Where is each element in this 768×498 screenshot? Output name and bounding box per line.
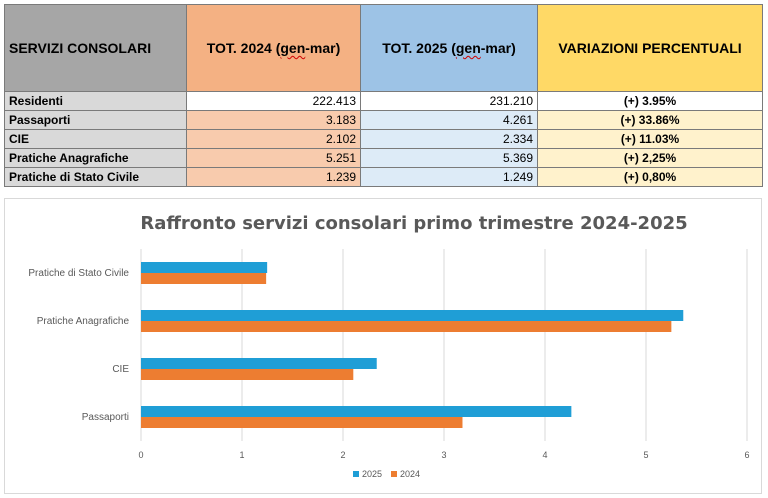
- header-tot-2025: TOT. 2025 (gen-mar): [360, 4, 538, 92]
- total-2025-cell: 1.249: [360, 167, 538, 187]
- bar-2024: [141, 321, 672, 332]
- category-label: Pratiche Anagrafiche: [37, 316, 130, 327]
- legend-swatch-2024: [391, 471, 397, 477]
- total-2024-cell: 5.251: [186, 148, 361, 168]
- service-name-cell: Residenti: [4, 91, 187, 111]
- header-servizi: SERVIZI CONSOLARI: [4, 4, 187, 92]
- service-name-cell: CIE: [4, 129, 187, 149]
- legend-label: 2025: [362, 469, 382, 479]
- category-label: Pratiche di Stato Civile: [28, 268, 129, 279]
- variation-cell: (+) 3.95%: [537, 91, 763, 111]
- header-tot-2024: TOT. 2024 (gen-mar): [186, 4, 361, 92]
- bar-2025: [141, 310, 684, 321]
- total-2024-cell: 3.183: [186, 110, 361, 130]
- total-2025-cell: 4.261: [360, 110, 538, 130]
- table-row: Pratiche Anagrafiche 5.251 5.369 (+) 2,25%: [4, 148, 763, 168]
- variation-cell: (+) 2,25%: [537, 148, 763, 168]
- table-row: Residenti 222.413 231.210 (+) 3.95%: [4, 91, 763, 111]
- header-variazioni: VARIAZIONI PERCENTUALI: [537, 4, 763, 92]
- legend-label: 2024: [400, 469, 420, 479]
- total-2024-cell: 1.239: [186, 167, 361, 187]
- bar-chart: Raffronto servizi consolari primo trimes…: [28, 213, 749, 479]
- table-row: Pratiche di Stato Civile 1.239 1.249 (+) 0,…: [4, 167, 763, 187]
- bar-2024: [141, 273, 267, 284]
- bar-2024: [141, 417, 463, 428]
- x-tick-label: 2: [340, 450, 345, 460]
- table-header-row: SERVIZI CONSOLARI TOT. 2024 (gen-mar) TO…: [4, 4, 763, 92]
- total-2024-cell: 2.102: [186, 129, 361, 149]
- bar-2025: [141, 358, 377, 369]
- chart-area: Raffronto servizi consolari primo trimes…: [4, 198, 762, 494]
- chart-title: Raffronto servizi consolari primo trimes…: [140, 213, 687, 234]
- total-2025-cell: 2.334: [360, 129, 538, 149]
- service-name-cell: Pratiche di Stato Civile: [4, 167, 187, 187]
- table-row: Passaporti 3.183 4.261 (+) 33.86%: [4, 110, 763, 130]
- x-tick-label: 3: [441, 450, 446, 460]
- variation-cell: (+) 33.86%: [537, 110, 763, 130]
- total-2025-cell: 231.210: [360, 91, 538, 111]
- services-table: SERVIZI CONSOLARI TOT. 2024 (gen-mar) TO…: [4, 4, 763, 187]
- bar-2024: [141, 369, 354, 380]
- variation-cell: (+) 0,80%: [537, 167, 763, 187]
- service-name-cell: Pratiche Anagrafiche: [4, 148, 187, 168]
- category-label: Passaporti: [82, 412, 129, 423]
- x-tick-label: 6: [744, 450, 749, 460]
- table-row: CIE 2.102 2.334 (+) 11.03%: [4, 129, 763, 149]
- variation-cell: (+) 11.03%: [537, 129, 763, 149]
- legend-swatch-2025: [353, 471, 359, 477]
- x-tick-label: 0: [138, 450, 143, 460]
- category-label: CIE: [112, 364, 129, 375]
- bar-2025: [141, 406, 572, 417]
- total-2025-cell: 5.369: [360, 148, 538, 168]
- x-tick-label: 1: [239, 450, 244, 460]
- service-name-cell: Passaporti: [4, 110, 187, 130]
- total-2024-cell: 222.413: [186, 91, 361, 111]
- x-tick-label: 4: [542, 450, 547, 460]
- bar-2025: [141, 262, 268, 273]
- x-tick-label: 5: [643, 450, 648, 460]
